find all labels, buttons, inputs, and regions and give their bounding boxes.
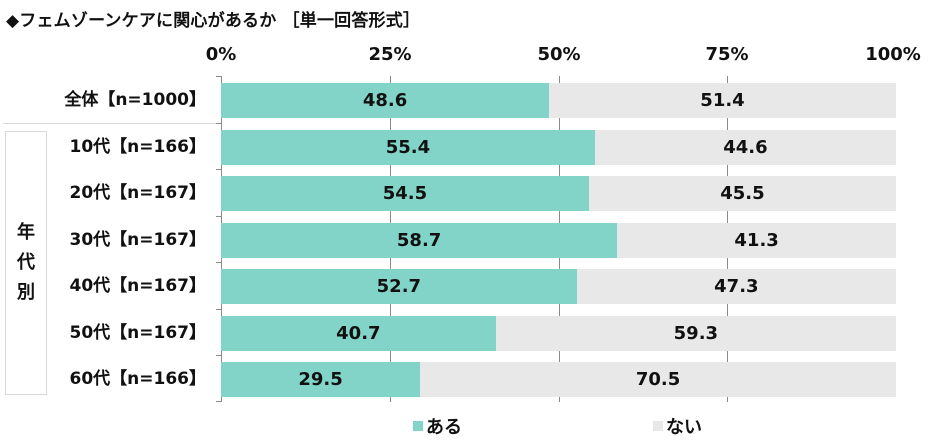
x-tick-label-75: 75%: [705, 44, 749, 65]
total-separator-line: [3, 123, 221, 124]
bar-row-10s: 55.4 44.6: [221, 130, 896, 165]
x-tick-label-0: 0%: [205, 44, 237, 65]
row-label-10s: 10代【n=166】: [69, 137, 207, 157]
bar-segment-yes: 54.5: [221, 176, 589, 211]
bar-row-40s: 52.7 47.3: [221, 269, 896, 304]
bar-segment-no: 41.3: [617, 223, 896, 258]
bar-segment-no: 70.5: [420, 362, 896, 397]
y-axis-tick: [216, 401, 221, 402]
bar-row-20s: 54.5 45.5: [221, 176, 896, 211]
row-label-total: 全体【n=1000】: [64, 90, 206, 110]
legend-item-yes: ある: [413, 413, 462, 439]
legend-label-yes: ある: [426, 417, 462, 438]
chart-title: ◆フェムゾーンケアに関心があるか ［単一回答形式］: [6, 11, 421, 31]
bar-segment-no: 44.6: [594, 130, 896, 165]
y-axis-tick: [216, 76, 221, 77]
group-label-char: 年: [17, 222, 35, 243]
group-label-char: 別: [17, 282, 35, 303]
x-tick-label-25: 25%: [368, 44, 412, 65]
y-axis-tick: [216, 309, 221, 310]
row-label-20s: 20代【n=167】: [69, 183, 207, 203]
legend-swatch-no: [653, 421, 663, 431]
bar-segment-yes: 58.7: [221, 223, 618, 258]
bar-segment-yes: 55.4: [221, 130, 595, 165]
y-axis-tick: [216, 169, 221, 170]
y-axis-tick: [216, 123, 221, 124]
age-group-box: 年 代 別: [5, 131, 47, 395]
bar-row-total: 48.6 51.4: [221, 83, 896, 118]
bar-row-50s: 40.7 59.3: [221, 316, 896, 351]
bar-segment-no: 51.4: [549, 83, 896, 118]
bar-segment-yes: 40.7: [221, 316, 496, 351]
legend-label-no: ない: [666, 417, 702, 438]
bar-row-30s: 58.7 41.3: [221, 223, 896, 258]
y-axis-tick: [216, 262, 221, 263]
plot-area: 48.6 51.4 55.4 44.6 54.5 45.5 58.7 41.3 …: [216, 76, 896, 402]
bar-segment-yes: 29.5: [221, 362, 421, 397]
group-label-char: 代: [17, 252, 35, 273]
bar-segment-no: 47.3: [576, 269, 896, 304]
bar-segment-yes: 52.7: [221, 269, 577, 304]
row-label-50s: 50代【n=167】: [69, 323, 207, 343]
y-axis-tick: [216, 355, 221, 356]
x-tick-label-50: 50%: [537, 44, 581, 65]
row-label-60s: 60代【n=166】: [69, 369, 207, 389]
legend-swatch-yes: [413, 421, 423, 431]
y-axis-tick: [216, 216, 221, 217]
x-tick-label-100: 100%: [865, 44, 921, 65]
bar-segment-no: 45.5: [588, 176, 896, 211]
bar-segment-yes: 48.6: [221, 83, 550, 118]
legend-item-no: ない: [653, 413, 702, 439]
row-label-40s: 40代【n=167】: [69, 276, 207, 296]
bar-row-60s: 29.5 70.5: [221, 362, 896, 397]
row-label-30s: 30代【n=167】: [69, 230, 207, 250]
bar-segment-no: 59.3: [495, 316, 896, 351]
